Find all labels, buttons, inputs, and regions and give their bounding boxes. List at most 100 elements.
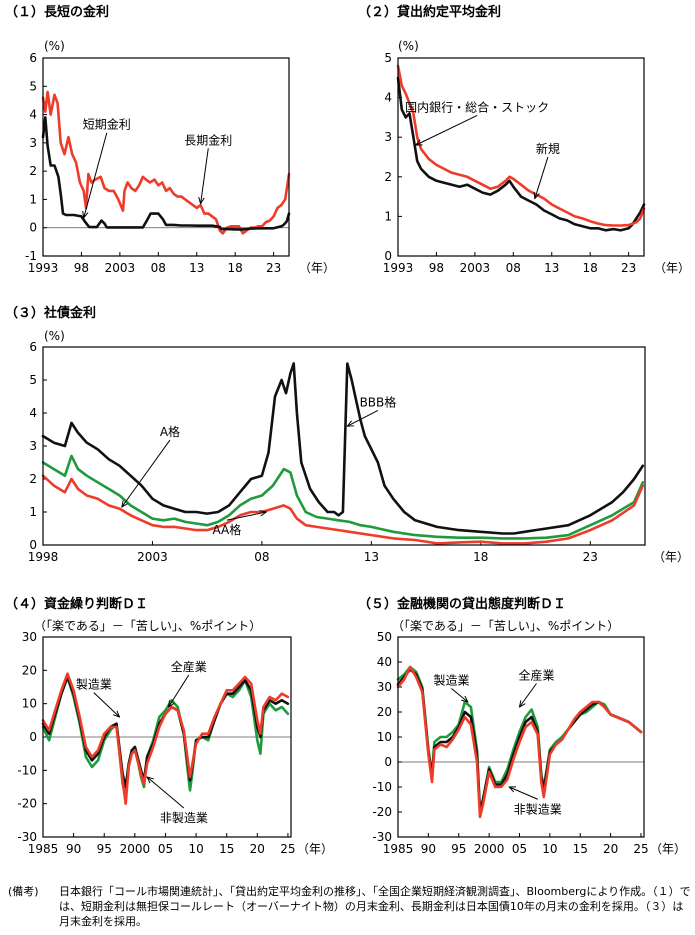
annotation-label: 国内銀行・総合・ストック <box>405 99 549 114</box>
x-tick-label: 95 <box>451 842 466 856</box>
y-tick-label: -10 <box>372 780 392 794</box>
series-line-red <box>41 672 290 806</box>
x-unit-label: （年） <box>653 550 689 564</box>
x-tick-label: 23 <box>266 261 281 275</box>
x-tick-label: 13 <box>189 261 204 275</box>
x-tick-label: 23 <box>583 550 598 564</box>
x-tick-label: 08 <box>254 550 269 564</box>
x-tick-label: 15 <box>219 842 234 856</box>
annotation-arrow <box>122 439 171 507</box>
series-line-red <box>41 474 645 545</box>
annotation-label: 非製造業 <box>160 811 208 825</box>
notes-heading: (備考) <box>8 885 39 898</box>
x-tick-label: 08 <box>151 261 166 275</box>
annotation-arrow <box>147 777 185 809</box>
annotation-label: AA格 <box>213 522 242 537</box>
y-tick-label: 20 <box>377 705 392 719</box>
y-tick-label: -1 <box>25 249 37 263</box>
annotation-arrow <box>347 409 379 426</box>
y-tick-label: 3 <box>29 439 37 453</box>
y-tick-label: 4 <box>384 91 392 105</box>
annotation-arrow <box>226 512 266 521</box>
x-tick-label: 2003 <box>137 550 168 564</box>
annotation-arrow <box>535 156 549 199</box>
x-tick-label: 10 <box>542 842 557 856</box>
y-tick-label: -20 <box>17 797 37 811</box>
series-line-green <box>41 454 645 540</box>
x-tick-label: 18 <box>473 550 488 564</box>
y-tick-label: 6 <box>29 340 37 354</box>
x-tick-label: 2003 <box>460 261 491 275</box>
y-tick-label: -10 <box>17 763 37 777</box>
y-tick-label: 2 <box>384 170 392 184</box>
annotation-label: 製造業 <box>76 678 112 692</box>
x-tick-label: 2003 <box>105 261 136 275</box>
x-tick-label: 90 <box>421 842 436 856</box>
y-tick-label: 3 <box>384 130 392 144</box>
annotation-label: 全産業 <box>518 668 554 683</box>
y-tick-label: 2 <box>29 472 37 486</box>
x-unit-label: （年） <box>297 842 333 856</box>
x-tick-label: 18 <box>228 261 243 275</box>
y-tick-label: 0 <box>29 730 37 744</box>
series-line-red <box>396 64 646 227</box>
plot-frame <box>42 57 290 257</box>
y-tick-label: 30 <box>377 680 392 694</box>
y-unit-label: (%) <box>398 39 419 53</box>
y-unit-label: (%) <box>44 39 65 53</box>
chart-title: （４）資金繰り判断ＤＩ <box>5 596 148 612</box>
series-line-black <box>41 116 291 231</box>
annotation-arrow <box>519 683 537 708</box>
annotation-label: A格 <box>160 424 180 439</box>
x-unit-label: （年） <box>650 842 686 856</box>
x-tick-label: 05 <box>158 842 173 856</box>
y-tick-label: 0 <box>29 538 37 552</box>
annotation-arrow <box>84 132 108 218</box>
chart-title: （５）金融機関の貸出態度判断ＤＩ <box>358 596 566 612</box>
chart-panel-p5: （５）金融機関の貸出態度判断ＤＩ （「楽である」－「苦しい」、%ポイント） -30 -… <box>358 596 686 856</box>
y-tick-label: 1 <box>384 209 392 223</box>
plot-frame <box>397 636 645 838</box>
annotation-label: 長期金利 <box>184 132 232 147</box>
series-line-black <box>41 675 290 789</box>
chart-title: （１）長短の金利 <box>5 4 109 20</box>
y-unit-label: (%) <box>44 329 65 343</box>
y-tick-label: -20 <box>372 805 392 819</box>
plot-frame <box>397 57 645 257</box>
x-tick-label: 2000 <box>120 842 151 856</box>
x-tick-label: 1993 <box>28 261 59 275</box>
y-tick-label: 5 <box>384 51 392 65</box>
annotation-label: 新規 <box>536 141 560 156</box>
x-tick-label: 1993 <box>383 261 414 275</box>
annotation-arrow <box>451 688 467 703</box>
y-tick-label: -30 <box>17 830 37 844</box>
plot-frame <box>42 636 292 838</box>
series-line-black <box>396 76 646 232</box>
y-tick-label: 20 <box>22 663 37 677</box>
y-tick-label: 2 <box>29 164 37 178</box>
y-tick-label: 1 <box>29 505 37 519</box>
annotation-arrow <box>93 692 120 717</box>
chart-title: （２）貸出約定平均金利 <box>358 4 501 20</box>
x-tick-label: 20 <box>250 842 265 856</box>
x-unit-label: （年） <box>654 261 690 275</box>
x-tick-label: 13 <box>544 261 559 275</box>
x-unit-label: （年） <box>299 261 335 275</box>
x-tick-label: 1985 <box>383 842 414 856</box>
x-tick-label: 18 <box>583 261 598 275</box>
x-tick-label: 2000 <box>474 842 505 856</box>
annotation-label: BBB格 <box>360 394 397 409</box>
y-tick-label: 0 <box>29 221 37 235</box>
y-unit-label: （「楽である」－「苦しい」、%ポイント） <box>392 619 619 633</box>
x-tick-label: 1985 <box>28 842 59 856</box>
x-tick-label: 13 <box>364 550 379 564</box>
y-tick-label: 40 <box>377 655 392 669</box>
y-tick-label: 10 <box>22 697 37 711</box>
x-tick-label: 95 <box>97 842 112 856</box>
x-tick-label: 1998 <box>28 550 59 564</box>
y-tick-label: 1 <box>29 192 37 206</box>
series-line-red <box>396 665 643 819</box>
y-tick-label: 0 <box>384 249 392 263</box>
